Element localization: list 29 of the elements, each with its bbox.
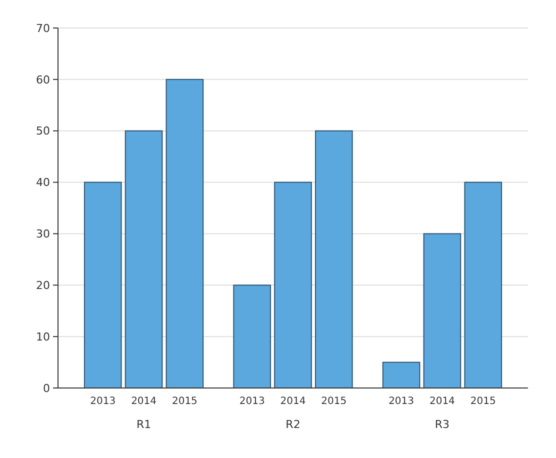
- x-tick-label: R3: [434, 418, 450, 431]
- y-tick-label: 40: [36, 176, 50, 190]
- bar: [423, 233, 462, 388]
- y-tick-label: 50: [36, 124, 50, 138]
- y-tick-label: 20: [36, 278, 50, 292]
- y-tick-label: 0: [43, 382, 50, 395]
- bar: [464, 182, 502, 388]
- bar: [382, 362, 420, 388]
- bar: [315, 130, 353, 388]
- y-tick-label: 10: [36, 330, 50, 344]
- bar: [274, 182, 312, 388]
- y-tick-label: 60: [36, 73, 50, 86]
- text: 2015: [321, 396, 347, 407]
- series-label: 2013: [90, 396, 116, 407]
- series-label: 2015: [172, 396, 198, 407]
- text: 2014: [280, 396, 306, 407]
- series-label: 2014: [131, 396, 157, 407]
- y-tick-label: 70: [36, 22, 50, 35]
- text: 2015: [470, 396, 496, 407]
- text: 2014: [429, 396, 455, 407]
- text: 2013: [388, 396, 414, 407]
- bar: [166, 78, 204, 388]
- bar: [124, 130, 163, 388]
- x-tick-label: R2: [286, 418, 300, 431]
- text: 2013: [239, 396, 265, 407]
- y-tick-label: 30: [36, 228, 50, 241]
- bar: [84, 182, 122, 388]
- x-tick-label: R1: [136, 418, 152, 431]
- bar: [233, 284, 271, 388]
